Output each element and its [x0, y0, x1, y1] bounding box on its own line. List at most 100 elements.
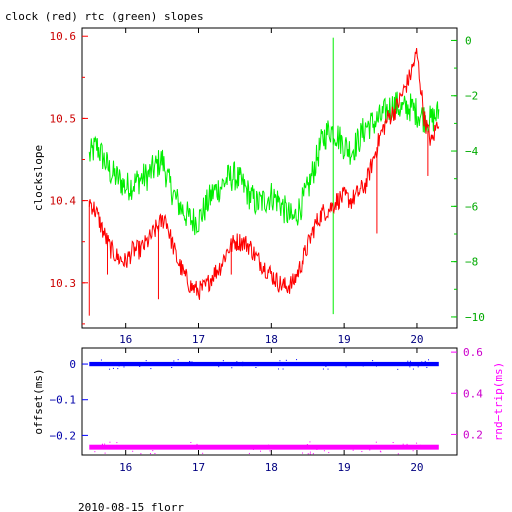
scatter-point-blue [218, 366, 220, 368]
scatter-point-blue [118, 365, 120, 367]
scatter-point-blue [173, 360, 175, 362]
top-x-tick-label: 18 [265, 333, 278, 346]
scatter-point-magenta [154, 446, 156, 448]
top-y-axis-label: clockslope [32, 145, 45, 211]
scatter-point-magenta [252, 448, 254, 450]
bottom-plot-frame [81, 347, 458, 456]
top-right-y-tick-label: 0 [465, 34, 472, 47]
scatter-point-magenta [182, 448, 184, 450]
scatter-point-blue [99, 363, 101, 365]
scatter-point-blue [409, 366, 411, 368]
scatter-point-blue [424, 360, 426, 362]
scatter-point-blue [409, 360, 411, 362]
bottom-left-y-axis-label: offset(ms) [32, 368, 45, 434]
top-x-tick-label: 19 [338, 333, 351, 346]
scatter-point-blue [345, 366, 347, 368]
scatter-point-magenta [268, 444, 270, 446]
bottom-x-tick-label: 16 [119, 461, 132, 474]
scatter-point-blue [403, 364, 405, 366]
scatter-point-magenta [325, 446, 327, 448]
scatter-point-blue [117, 363, 119, 365]
scatter-point-magenta [190, 441, 192, 443]
scatter-point-magenta [341, 445, 343, 447]
scatter-point-blue [322, 368, 324, 370]
top-left-y-tick-label: 10.6 [50, 30, 77, 43]
scatter-point-magenta [380, 451, 382, 453]
scatter-point-blue [190, 361, 192, 363]
scatter-point-magenta [196, 443, 198, 445]
scatter-point-magenta [101, 444, 103, 446]
scatter-point-blue [145, 360, 147, 362]
scatter-point-blue [236, 361, 238, 363]
scatter-point-magenta [380, 448, 382, 450]
scatter-point-blue [375, 365, 377, 367]
scatter-point-magenta [94, 451, 96, 453]
scatter-point-magenta [419, 444, 421, 446]
scatter-point-blue [285, 359, 287, 361]
scatter-point-blue [421, 361, 423, 363]
scatter-point-blue [282, 368, 284, 370]
scatter-point-magenta [140, 453, 142, 455]
scatter-point-magenta [392, 442, 394, 444]
scatter-point-magenta [154, 452, 156, 454]
bottom-left-y-tick-label: −0.2 [50, 429, 77, 442]
bottom-x-tick-label: 18 [265, 461, 278, 474]
scatter-point-magenta [397, 453, 399, 455]
scatter-point-blue [150, 368, 152, 370]
bottom-x-tick-label: 17 [192, 461, 205, 474]
scatter-point-magenta [202, 452, 204, 454]
scatter-point-magenta [116, 442, 118, 444]
scatter-point-magenta [152, 450, 154, 452]
bottom-panel-offset-roundtrip: 16 17 18 19 20 0 −0.1 −0.2 0.2 0.4 0.6 offset(ms) rn… [32, 346, 505, 474]
scatter-point-magenta [302, 452, 304, 454]
bottom-right-y-tick-label: 0.4 [463, 387, 483, 400]
top-left-y-tick-label: 10.3 [50, 277, 77, 290]
bottom-right-y-tick-label: 0.6 [463, 346, 483, 359]
scatter-point-magenta [402, 443, 404, 445]
scatter-point-blue [279, 360, 281, 362]
top-right-y-tick-label: −2 [465, 90, 478, 103]
scatter-point-magenta [309, 441, 311, 443]
scatter-point-blue [412, 368, 414, 370]
scatter-point-magenta [233, 447, 235, 449]
scatter-point-magenta [152, 448, 154, 450]
scatter-point-blue [277, 368, 279, 370]
scatter-point-blue [428, 359, 430, 361]
scatter-point-magenta [352, 449, 354, 451]
chart-title: clock (red) rtc (green) slopes [5, 10, 204, 23]
scatter-point-magenta [101, 447, 103, 449]
bottom-right-y-tick-label: 0.2 [463, 428, 483, 441]
scatter-point-blue [396, 363, 398, 365]
scatter-point-blue [222, 360, 224, 362]
scatter-point-magenta [375, 441, 377, 443]
top-x-tick-label: 20 [410, 333, 423, 346]
bottom-x-tick-label: 20 [410, 461, 423, 474]
scatter-band-magenta [89, 444, 439, 450]
scatter-point-magenta [269, 450, 271, 452]
scatter-point-blue [150, 364, 152, 366]
scatter-point-blue [133, 362, 135, 364]
scatter-point-magenta [263, 447, 265, 449]
scatter-point-blue [244, 362, 246, 364]
scatter-point-blue [362, 365, 364, 367]
scatter-point-magenta [369, 449, 371, 451]
scatter-point-blue [404, 363, 406, 365]
scatter-point-magenta [104, 452, 106, 454]
scatter-point-magenta [101, 443, 103, 445]
scatter-point-blue [177, 359, 179, 361]
scatter-point-magenta [316, 448, 318, 450]
top-right-y-tick-label: −10 [465, 311, 485, 324]
scatter-point-blue [372, 360, 374, 362]
scatter-point-magenta [379, 450, 381, 452]
scatter-point-blue [189, 360, 191, 362]
scatter-point-magenta [309, 451, 311, 453]
scatter-point-blue [425, 363, 427, 365]
scatter-point-blue [327, 368, 329, 370]
scatter-point-magenta [307, 453, 309, 455]
scatter-point-magenta [139, 446, 141, 448]
scatter-point-magenta [361, 451, 363, 453]
scatter-point-magenta [104, 443, 106, 445]
bottom-left-y-tick-label: 0 [69, 358, 76, 371]
top-plot-frame [81, 27, 458, 329]
